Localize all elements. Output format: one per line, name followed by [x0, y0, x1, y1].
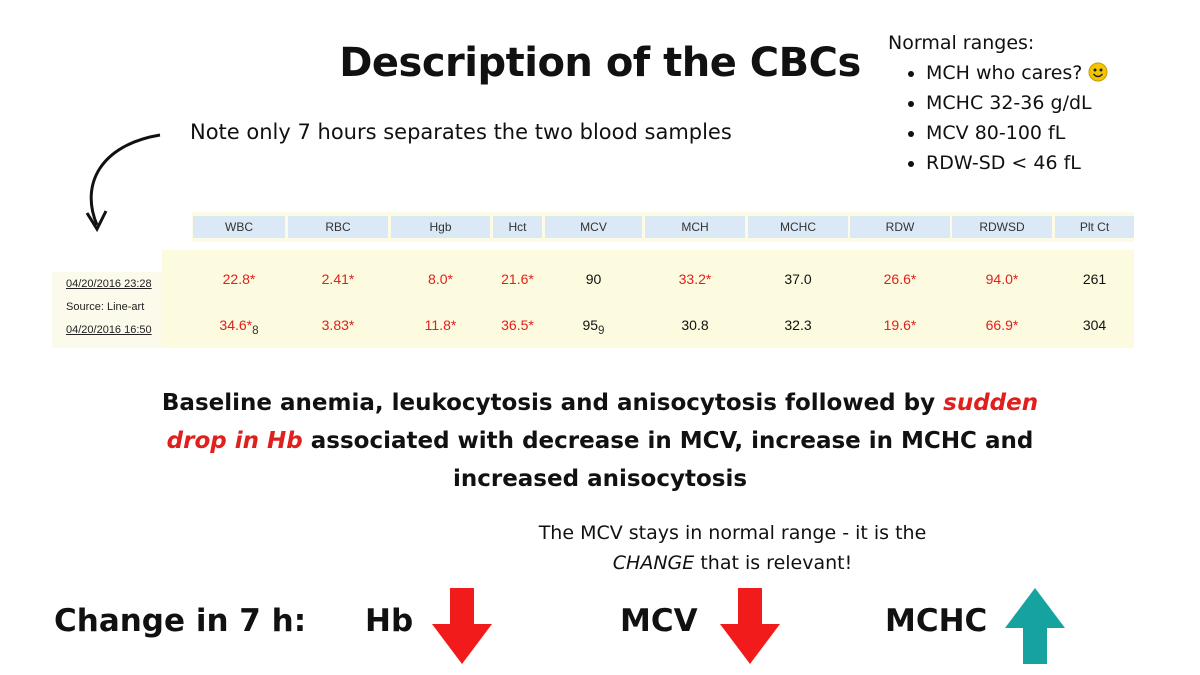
- range-text: MCHC 32-36 g/dL: [926, 92, 1092, 114]
- range-text: MCH who cares?: [926, 62, 1083, 84]
- table-cell: 2.41*: [321, 271, 355, 287]
- table-cell: 3.83*: [321, 317, 355, 333]
- table-cell: 94.0*: [985, 271, 1019, 287]
- title: Description of the CBCs: [339, 40, 861, 86]
- range-item: MCHC 32-36 g/dL: [926, 88, 1108, 118]
- normal-ranges: Normal ranges: MCH who cares? MCHC 32-36…: [888, 28, 1108, 178]
- summary-text: Baseline anemia, leukocytosis and anisoc…: [161, 390, 936, 416]
- table-cell: 37.0: [784, 271, 812, 287]
- column-header: RDWSD: [952, 216, 1052, 238]
- column-header: RBC: [288, 216, 388, 238]
- column-header: Plt Ct: [1055, 216, 1134, 238]
- table-cell: 11.8*: [424, 317, 457, 333]
- cell-value: 95: [582, 317, 599, 333]
- column-header: Hct: [493, 216, 542, 238]
- change-arrow: [1005, 588, 1065, 664]
- table-cell: 90: [585, 271, 602, 287]
- cell-subscript: 9: [598, 323, 605, 337]
- range-item: RDW-SD < 46 fL: [926, 148, 1108, 178]
- range-item: MCH who cares?: [926, 58, 1108, 88]
- range-item: MCV 80-100 fL: [926, 118, 1108, 148]
- range-text: RDW-SD < 46 fL: [926, 152, 1081, 174]
- change-label: Change in 7 h:: [54, 603, 307, 639]
- column-header: MCH: [645, 216, 745, 238]
- summary-highlight: sudden drop in Hb: [166, 390, 1039, 454]
- table-cell: 959: [545, 317, 642, 337]
- ranges-heading: Normal ranges:: [888, 32, 1035, 54]
- column-header: MCV: [545, 216, 642, 238]
- arrow-shape: [720, 588, 780, 664]
- table-cell: 66.9*: [985, 317, 1019, 333]
- table-cell: 32.3: [784, 317, 812, 333]
- row-source: Source: Line-art: [66, 301, 145, 313]
- table-cell: 34.6*8: [193, 317, 285, 337]
- table-cell: 8.0*: [428, 271, 453, 287]
- change-arrow: [720, 588, 780, 664]
- date-col-bg: [52, 272, 162, 348]
- arrow-shape: [1005, 588, 1065, 664]
- change-name: MCV: [620, 603, 698, 639]
- change-arrow: [432, 588, 492, 664]
- table-cell: 22.8*: [222, 271, 256, 287]
- table-cell: 26.6*: [883, 271, 917, 287]
- column-header: RDW: [850, 216, 950, 238]
- row-date: 04/20/2016 16:50: [66, 324, 152, 336]
- table-cell: 304: [1082, 317, 1107, 333]
- callout-emphasis: CHANGE: [612, 552, 695, 574]
- column-header: Hgb: [391, 216, 490, 238]
- summary-text: associated with decrease in MCV, increas…: [310, 428, 1034, 492]
- change-name: Hb: [365, 603, 414, 639]
- change-name: MCHC: [885, 603, 988, 639]
- callout-text: The MCV stays in normal range - it is th…: [538, 522, 927, 544]
- table-cell: 36.5*: [501, 317, 534, 333]
- ranges-list: MCH who cares? MCHC 32-36 g/dL MCV 80-100…: [888, 58, 1108, 178]
- table-body-bg: [162, 250, 1134, 348]
- cell-subscript: 8: [252, 323, 259, 337]
- cell-value: 34.6*: [219, 317, 253, 333]
- column-header: MCHC: [748, 216, 848, 238]
- table-cell: 33.2*: [678, 271, 712, 287]
- callout-text: that is relevant!: [700, 552, 853, 574]
- note: Note only 7 hours separates the two bloo…: [190, 120, 732, 144]
- table-cell: 261: [1082, 271, 1107, 287]
- summary: Baseline anemia, leukocytosis and anisoc…: [150, 384, 1050, 498]
- callout: The MCV stays in normal range - it is th…: [500, 518, 965, 578]
- lab-table: WBC RBC Hgb Hct MCV MCH MCHC RDW RDWSD Plt Ct 04/2…: [52, 212, 1134, 348]
- curved-arrow: [85, 133, 161, 233]
- table-cell: 21.6*: [501, 271, 534, 287]
- arrow-shape: [432, 588, 492, 664]
- smiley: [1088, 62, 1108, 82]
- row-date: 04/20/2016 23:28: [66, 278, 152, 290]
- table-cell: 30.8: [681, 317, 709, 333]
- table-cell: 19.6*: [883, 317, 917, 333]
- range-text: MCV 80-100 fL: [926, 122, 1066, 144]
- column-header: WBC: [193, 216, 285, 238]
